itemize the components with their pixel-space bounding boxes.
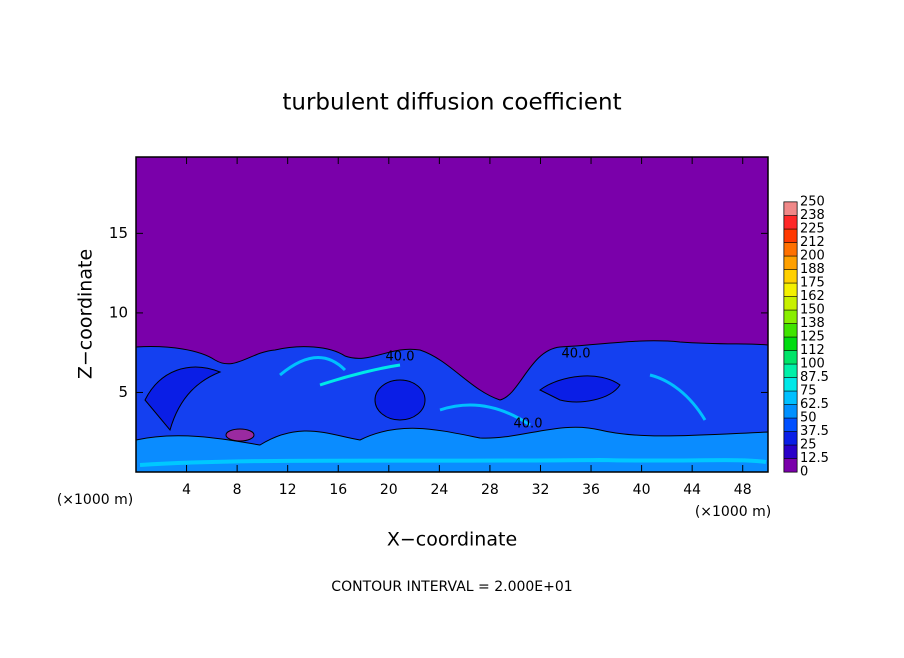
x-tick-label: 36 <box>582 482 600 498</box>
colorbar-band <box>783 296 798 311</box>
colorbar-band <box>783 269 798 284</box>
colorbar-label: 150 <box>800 303 825 318</box>
colorbar-band <box>783 390 798 405</box>
colorbar-label: 125 <box>800 330 825 345</box>
y-tick-label: 15 <box>109 224 128 242</box>
colorbar-band <box>783 201 798 216</box>
x-tick-label: 48 <box>734 482 752 498</box>
colorbar-band <box>783 404 798 419</box>
x-tick-label: 40 <box>633 482 651 498</box>
colorbar-band <box>783 431 798 446</box>
colorbar-band <box>783 444 798 459</box>
colorbar-label: 25 <box>800 438 817 453</box>
colorbar-label: 250 <box>800 195 825 210</box>
x-tick-label: 20 <box>380 482 398 498</box>
x-axis-label: X−coordinate <box>387 529 517 551</box>
chart-title: turbulent diffusion coefficient <box>282 90 621 116</box>
x-tick-label: 44 <box>683 482 701 498</box>
colorbar-label: 37.5 <box>800 424 829 439</box>
colorbar-band <box>783 323 798 338</box>
colorbar-label: 0 <box>800 465 808 480</box>
colorbar-label: 112 <box>800 343 825 358</box>
colorbar-label: 238 <box>800 208 825 223</box>
colorbar-label: 100 <box>800 357 825 372</box>
colorbar-label: 188 <box>800 262 825 277</box>
colorbar-band <box>783 458 798 473</box>
colorbar-label: 175 <box>800 276 825 291</box>
plot-frame <box>135 156 769 473</box>
colorbar-label: 225 <box>800 222 825 237</box>
contour-label: 40.0 <box>386 350 415 365</box>
x-unit-left: (×1000 m) <box>57 492 133 508</box>
colorbar-label: 50 <box>800 411 817 426</box>
y-tick-label: 5 <box>118 383 128 401</box>
x-unit-right: (×1000 m) <box>695 504 771 520</box>
colorbar-band <box>783 363 798 378</box>
field <box>135 157 769 473</box>
colorbar-band <box>783 336 798 351</box>
contour-label: 40.0 <box>514 417 543 432</box>
colorbar-band <box>783 350 798 365</box>
x-tick-label: 4 <box>182 482 191 498</box>
colorbar-label: 87.5 <box>800 370 829 385</box>
x-tick-label: 28 <box>481 482 499 498</box>
colorbar-label: 138 <box>800 316 825 331</box>
colorbar-band <box>783 215 798 230</box>
colorbar-band <box>783 282 798 297</box>
y-axis-label: Z−coordinate <box>75 249 97 379</box>
contour-label: 40.0 <box>562 347 591 362</box>
x-tick-label: 12 <box>279 482 297 498</box>
colorbar-band <box>783 417 798 432</box>
colorbar-band <box>783 228 798 243</box>
colorbar-label: 162 <box>800 289 825 304</box>
colorbar-label: 62.5 <box>800 397 829 412</box>
colorbar-label: 212 <box>800 235 825 250</box>
y-tick-label: 10 <box>109 303 128 321</box>
x-tick-label: 8 <box>233 482 242 498</box>
colorbar-band <box>783 255 798 270</box>
x-tick-label: 32 <box>532 482 550 498</box>
colorbar-band <box>783 377 798 392</box>
colorbar-band <box>783 242 798 257</box>
colorbar-label: 75 <box>800 384 817 399</box>
x-tick-label: 24 <box>430 482 448 498</box>
colorbar-label: 12.5 <box>800 451 829 466</box>
colorbar-band <box>783 309 798 324</box>
contour-note: CONTOUR INTERVAL = 2.000E+01 <box>331 579 572 595</box>
x-tick-label: 16 <box>329 482 347 498</box>
colorbar-label: 200 <box>800 249 825 264</box>
